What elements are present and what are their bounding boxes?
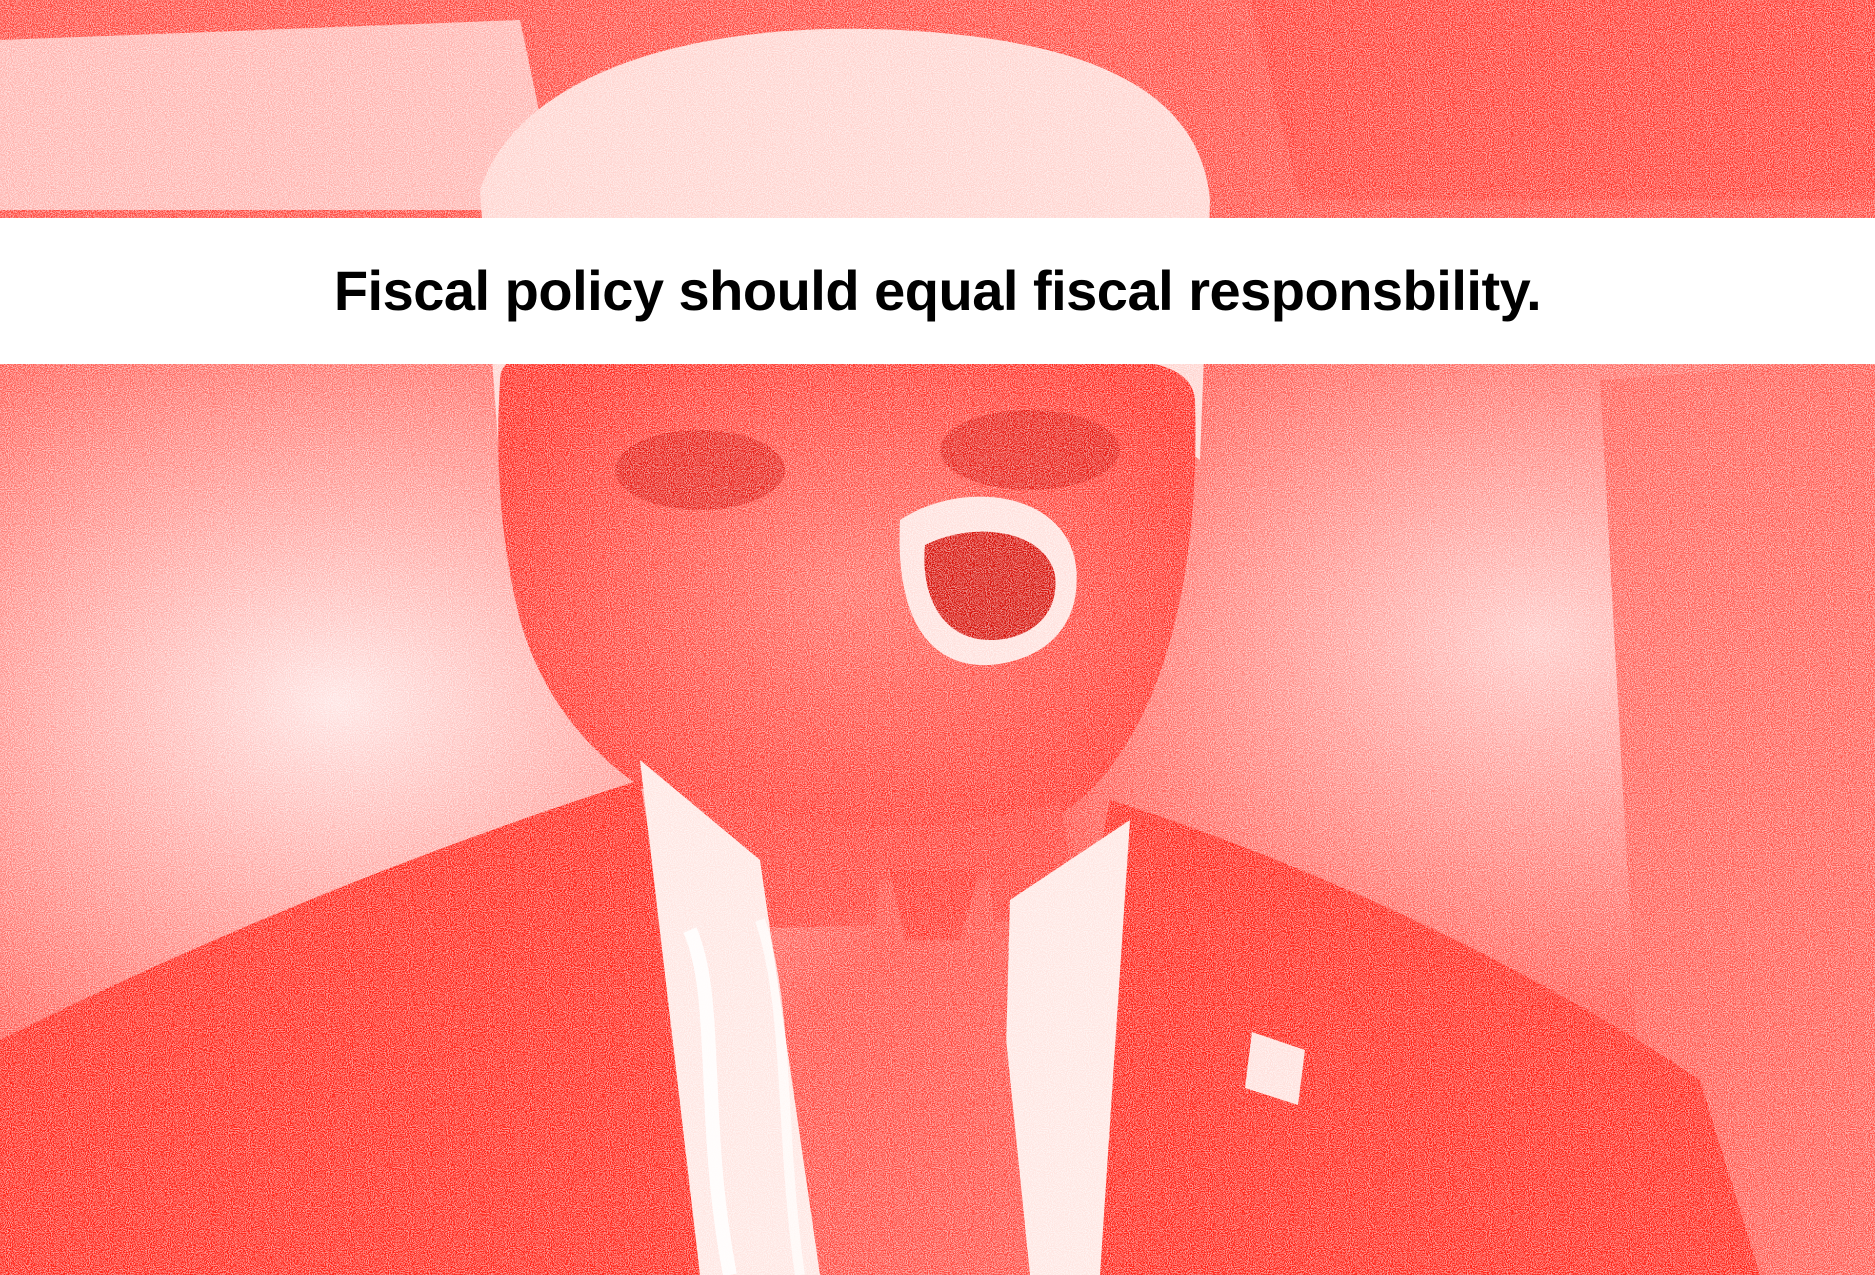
caption-band: Fiscal policy should equal fiscal respon… [0, 218, 1875, 364]
caption-text: Fiscal policy should equal fiscal respon… [333, 258, 1542, 322]
